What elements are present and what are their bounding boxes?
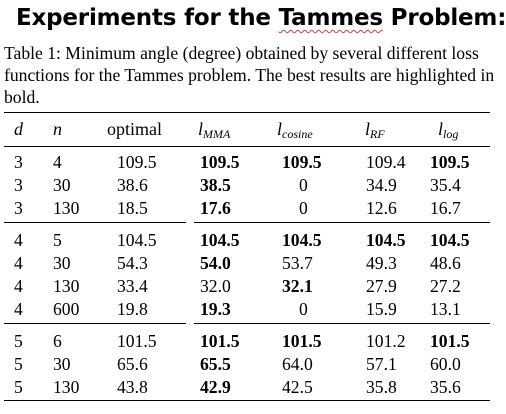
cell-n: 600	[53, 299, 80, 319]
cell-mma: 109.5	[200, 152, 240, 172]
table-bottom-rule	[4, 400, 490, 401]
cell-cosine: 0	[299, 175, 308, 195]
header-l-log-sub: log	[443, 127, 459, 141]
header-l-log: llog	[438, 118, 458, 145]
cell-cosine: 109.5	[282, 152, 322, 172]
cell-cosine: 101.5	[282, 331, 322, 351]
cell-rf: 34.9	[366, 175, 397, 195]
cell-optimal: 54.3	[117, 253, 148, 273]
cell-log: 101.5	[430, 331, 470, 351]
header-l-mma-sub: MMA	[203, 127, 231, 141]
cell-mma: 42.9	[200, 377, 231, 397]
cell-rf: 27.9	[366, 276, 397, 296]
cell-cosine: 42.5	[282, 377, 313, 397]
cell-d: 5	[14, 331, 23, 351]
cell-log: 104.5	[430, 230, 470, 250]
cell-n: 130	[53, 377, 80, 397]
group-rule-left-1	[4, 222, 186, 223]
cell-rf: 35.8	[366, 377, 397, 397]
cell-mma: 19.3	[200, 299, 231, 319]
header-l-cosine: lcosine	[277, 118, 313, 145]
header-l-mma-base: l	[198, 119, 204, 139]
cell-d: 5	[14, 354, 23, 374]
cell-optimal: 18.5	[117, 198, 148, 218]
group-rule-right-2	[194, 323, 490, 324]
cell-log: 16.7	[430, 198, 461, 218]
cell-n: 130	[53, 276, 80, 296]
cell-mma: 104.5	[200, 230, 240, 250]
cell-optimal: 104.5	[117, 230, 157, 250]
cell-rf: 57.1	[366, 354, 397, 374]
cell-n: 5	[53, 230, 62, 250]
cell-log: 60.0	[430, 354, 461, 374]
cell-rf: 101.2	[366, 331, 406, 351]
cell-optimal: 33.4	[117, 276, 148, 296]
cell-mma: 101.5	[200, 331, 240, 351]
cell-log: 48.6	[430, 253, 461, 273]
header-l-cosine-sub: cosine	[282, 127, 313, 141]
cell-mma: 17.6	[200, 198, 231, 218]
group-rule-right-1	[194, 222, 490, 223]
cell-mma: 65.5	[200, 354, 231, 374]
slide-title-end: Problem:	[382, 5, 506, 31]
cell-optimal: 65.6	[117, 354, 148, 374]
cell-n: 4	[53, 152, 62, 172]
cell-rf: 49.3	[366, 253, 397, 273]
cell-cosine: 32.1	[282, 276, 313, 296]
cell-optimal: 43.8	[117, 377, 148, 397]
cell-rf: 15.9	[366, 299, 397, 319]
cell-optimal: 38.6	[117, 175, 148, 195]
header-l-rf-base: l	[365, 119, 371, 139]
cell-cosine: 0	[299, 198, 308, 218]
cell-log: 27.2	[430, 276, 461, 296]
cell-optimal: 19.8	[117, 299, 148, 319]
cell-d: 4	[14, 253, 23, 273]
cell-mma: 54.0	[200, 253, 231, 273]
header-optimal: optimal	[107, 119, 162, 139]
header-l-rf-sub: RF	[370, 127, 385, 141]
cell-rf: 104.5	[366, 230, 406, 250]
cell-optimal: 109.5	[117, 152, 157, 172]
table-caption: Table 1: Minimum angle (degree) obtained…	[4, 43, 495, 107]
cell-n: 30	[53, 175, 71, 195]
cell-d: 5	[14, 377, 23, 397]
header-d: d	[14, 119, 23, 139]
cell-d: 3	[14, 198, 23, 218]
header-l-log-base: l	[438, 119, 444, 139]
header-l-cosine-base: l	[277, 119, 283, 139]
table-top-rule	[4, 112, 490, 113]
cell-mma: 32.0	[200, 276, 231, 296]
header-l-rf: lRF	[365, 118, 385, 145]
cell-log: 13.1	[430, 299, 461, 319]
cell-n: 30	[53, 253, 71, 273]
slide-title-start: Experiments for the	[16, 5, 279, 31]
cell-cosine: 0	[299, 299, 308, 319]
cell-n: 30	[53, 354, 71, 374]
cell-mma: 38.5	[200, 175, 231, 195]
cell-cosine: 53.7	[282, 253, 313, 273]
cell-log: 35.4	[430, 175, 461, 195]
header-n: n	[53, 119, 62, 139]
cell-log: 35.6	[430, 377, 461, 397]
cell-d: 4	[14, 299, 23, 319]
group-rule-left-2	[4, 323, 186, 324]
cell-rf: 12.6	[366, 198, 397, 218]
header-rule	[4, 146, 490, 147]
cell-cosine: 104.5	[282, 230, 322, 250]
cell-log: 109.5	[430, 152, 470, 172]
cell-rf: 109.4	[366, 152, 406, 172]
slide-title: Experiments for the Tammes Problem:	[16, 2, 506, 34]
cell-n: 6	[53, 331, 62, 351]
cell-d: 3	[14, 152, 23, 172]
cell-n: 130	[53, 198, 80, 218]
cell-d: 4	[14, 276, 23, 296]
cell-d: 3	[14, 175, 23, 195]
cell-d: 4	[14, 230, 23, 250]
cell-cosine: 64.0	[282, 354, 313, 374]
cell-optimal: 101.5	[117, 331, 157, 351]
header-l-mma: lMMA	[198, 118, 230, 145]
spellcheck-underlined-word: Tammes	[278, 5, 383, 31]
